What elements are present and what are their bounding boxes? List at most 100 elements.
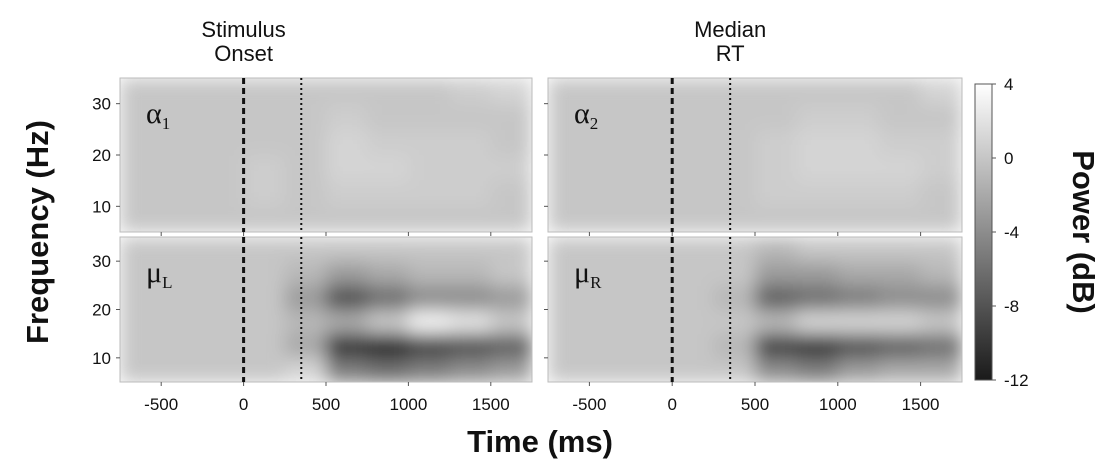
heatmap-cell [837,155,880,182]
heatmap-cell [408,285,451,310]
heatmap-cell [630,206,673,232]
heatmap-cell [243,206,286,232]
heatmap-cell [490,237,532,262]
heatmap-cell [796,309,839,335]
heatmap-cell [879,155,922,182]
heatmap-cell [490,309,532,335]
heatmap-cell [161,155,203,182]
heatmap-cell [548,155,590,182]
heatmap-cell [796,78,839,105]
heatmap-cell [548,309,590,335]
heatmap-cell [449,129,492,156]
heatmap-cell [408,237,451,262]
heatmap-cell [755,129,797,156]
heatmap-cell [796,103,839,130]
heatmap-cell [161,237,203,262]
heatmap-cell [672,129,715,156]
heatmap-cell [326,261,368,286]
annotation: Onset [214,41,273,66]
heatmap-cell [202,261,245,286]
heatmap-cell [367,333,409,359]
heatmap-cell [548,261,590,286]
heatmap-cell [326,206,368,232]
y-tick-label: 20 [92,146,111,165]
heatmap-cell [284,309,327,335]
heatmap-cell [796,285,839,310]
heatmap-cell [202,309,245,335]
heatmap-cell [449,180,492,207]
heatmap-cell [837,357,880,382]
heatmap-cell [161,333,203,359]
heatmap-cell [837,261,880,286]
y-axis-title: Frequency (Hz) [20,120,55,344]
heatmap-cell [837,206,880,232]
heatmap-cell [120,103,162,130]
x-axis-title: Time (ms) [467,424,613,459]
heatmap-cell [120,180,162,207]
heatmap-cell [589,155,632,182]
heatmap-cell [120,309,162,335]
y-tick-label: 30 [92,95,111,114]
heatmap-cell [879,285,922,310]
heatmap-cell [202,155,245,182]
heatmap-cell [284,206,327,232]
x-tick-label: 500 [741,395,769,414]
heatmap-cell [672,357,715,382]
heatmap-cell [630,129,673,156]
heatmap-cell [202,180,245,207]
heatmap-cell [672,206,715,232]
heatmap-cell [837,285,880,310]
heatmap-cell [630,357,673,382]
x-tick-label: -500 [572,395,606,414]
heatmap-cell [490,103,532,130]
panel-label-subscript: L [162,273,172,292]
heatmap-cell [672,155,715,182]
colorbar-tick-label: -4 [1004,223,1019,242]
heatmap-cell [284,180,327,207]
heatmap-cell [713,237,756,262]
heatmap-cell [589,129,632,156]
heatmap-cell [367,206,409,232]
heatmap-cell [548,103,590,130]
heatmap-cell [490,261,532,286]
heatmap-cell [713,180,756,207]
heatmap-cell [548,206,590,232]
heatmap-cell [879,333,922,359]
heatmap-cell [630,155,673,182]
heatmap-cell [284,261,327,286]
heatmap-cell [367,180,409,207]
heatmap-cell [713,129,756,156]
heatmap-cell [120,78,162,105]
heatmap-cell [630,78,673,105]
heatmap-cell [284,357,327,382]
heatmap-cell [672,237,715,262]
panel-label-subscript: R [590,273,602,292]
panel-label-symbol: α [146,97,162,130]
heatmap-cell [589,206,632,232]
heatmap-cell [367,261,409,286]
heatmap-cell [920,103,962,130]
heatmap-cell [755,155,797,182]
heatmap-cell [408,206,451,232]
heatmap-cell [202,285,245,310]
heatmap-cell [796,180,839,207]
heatmap-cell [161,261,203,286]
heatmap-cell [284,333,327,359]
heatmap-cell [837,103,880,130]
heatmap-cell [755,237,797,262]
heatmap-cell [449,206,492,232]
heatmap-cell [161,103,203,130]
heatmap-cell [243,309,286,335]
heatmap-cell [490,180,532,207]
heatmap-cell [713,206,756,232]
heatmap-cell [879,103,922,130]
heatmap-cell [243,180,286,207]
panel-label-symbol: μ [146,256,162,289]
heatmap-cell [589,333,632,359]
heatmap-cell [490,129,532,156]
heatmap-cell [755,180,797,207]
heatmap-cell [202,103,245,130]
heatmap-cell [920,285,962,310]
heatmap-cell [630,285,673,310]
